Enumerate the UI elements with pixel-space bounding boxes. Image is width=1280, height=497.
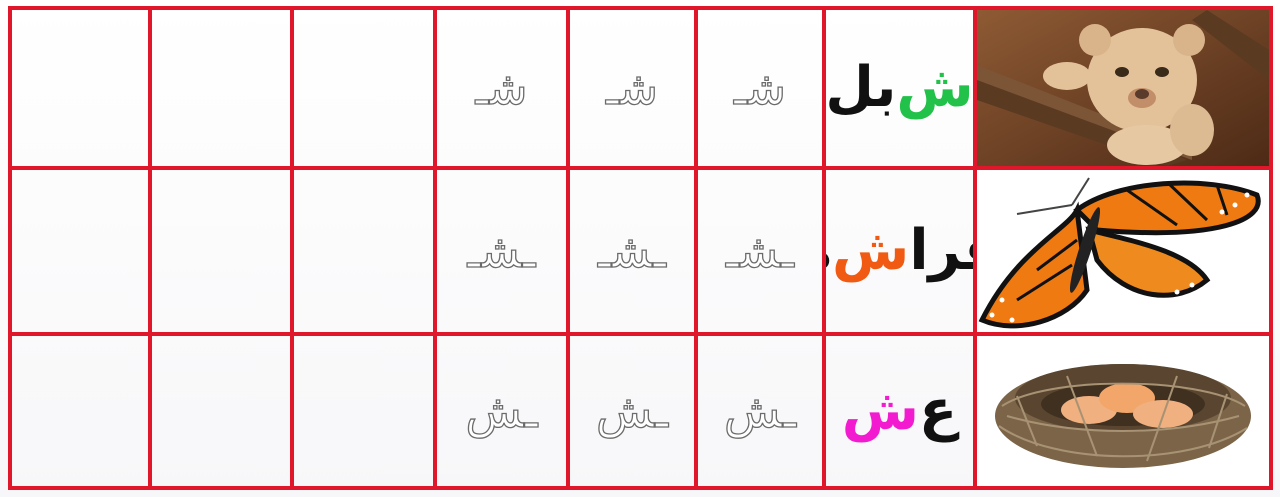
trace-cell[interactable]: ـش [437,336,566,486]
word-highlight-letter: ش [841,378,919,443]
nest-picture [977,336,1269,486]
word-cell: شبل [826,10,973,166]
word-cell: فراشة [826,170,973,332]
word-cell: عش [826,336,973,486]
blank-write-cell[interactable] [294,10,433,166]
blank-write-cell[interactable] [12,10,148,166]
word-highlight-letter: ش [832,218,910,283]
grid-line [566,6,570,490]
trace-letter: ـشـ [467,224,536,278]
blank-write-cell[interactable] [152,336,290,486]
trace-letter: ـش [465,384,538,438]
blank-write-cell[interactable] [12,336,148,486]
trace-letter: ـشـ [725,224,794,278]
lion-cub-icon [977,10,1269,166]
trace-cell[interactable]: ـش [698,336,822,486]
worksheet-grid [8,6,1273,490]
word-lion-cub: شبل [826,60,973,116]
word-butterfly: فراشة [826,223,973,279]
grid-line [433,6,437,490]
trace-letter: شـ [733,61,787,115]
trace-letter: شـ [475,61,528,115]
trace-cell[interactable]: ـشـ [437,170,566,332]
trace-cell[interactable]: ـشـ [570,170,694,332]
grid-line [822,6,826,490]
word-start: فرا [909,218,973,283]
trace-letter: ـش [723,384,797,438]
word-highlight-letter: ش [896,55,973,120]
grid-line [148,6,152,490]
butterfly-picture [977,170,1269,332]
nest-icon [995,364,1251,468]
trace-letter: شـ [605,61,659,115]
word-nest: عش [842,383,958,439]
blank-write-cell[interactable] [152,10,290,166]
blank-write-cell[interactable] [152,170,290,332]
trace-cell[interactable]: ـش [570,336,694,486]
word-start: ع [919,378,958,443]
butterfly-icon [978,177,1261,329]
grid-line [973,6,977,490]
blank-write-cell[interactable] [294,170,433,332]
trace-cell[interactable]: شـ [570,10,694,166]
blank-write-cell[interactable] [12,170,148,332]
grid-line [8,166,1273,170]
trace-letter: ـش [595,384,669,438]
grid-line [694,6,698,490]
grid-line [290,6,294,490]
grid-line [8,332,1273,336]
lion-cub-picture [977,10,1269,166]
trace-cell[interactable]: شـ [698,10,822,166]
trace-cell[interactable]: ـشـ [698,170,822,332]
word-end: ة [826,218,832,283]
trace-cell[interactable]: شـ [437,10,566,166]
trace-letter: ـشـ [597,224,666,278]
word-rest: بل [826,55,897,120]
blank-write-cell[interactable] [294,336,433,486]
